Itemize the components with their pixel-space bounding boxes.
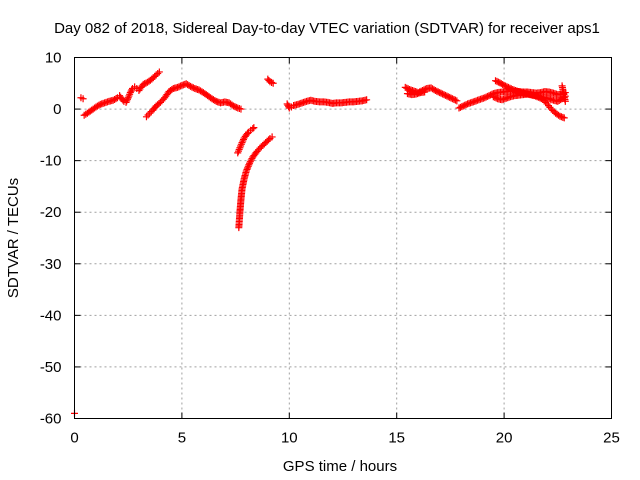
data-point — [126, 90, 134, 98]
series-s1 — [77, 94, 87, 103]
y-tick-label: -20 — [40, 204, 62, 221]
data-point — [144, 111, 152, 119]
data-point — [123, 97, 131, 105]
data-point — [244, 164, 252, 172]
y-tick-label: 10 — [45, 50, 62, 67]
data-point — [234, 149, 242, 157]
data-point — [238, 139, 246, 147]
series-s4 — [235, 133, 276, 232]
y-axis-label: SDTVAR / TECUs — [5, 178, 22, 298]
data-point — [265, 136, 273, 144]
x-tick-label: 5 — [178, 430, 186, 447]
data-point — [245, 161, 253, 169]
series-s10 — [455, 87, 569, 112]
x-tick-label: 20 — [496, 430, 513, 447]
data-point — [244, 162, 252, 170]
data-point — [152, 71, 160, 79]
series-s9 — [403, 88, 429, 99]
data-point — [451, 96, 459, 104]
data-point — [246, 158, 254, 166]
data-point — [79, 95, 87, 103]
data-point — [124, 94, 132, 102]
plot-frame — [74, 57, 612, 419]
y-tick-label: -30 — [40, 256, 62, 273]
data-point — [560, 114, 568, 122]
y-tick-label: 0 — [53, 101, 61, 118]
data-point — [125, 92, 133, 100]
data-point — [243, 130, 251, 138]
data-point — [363, 96, 371, 104]
data-points — [71, 68, 569, 417]
y-tick-label: -40 — [40, 307, 62, 324]
series-s7 — [283, 96, 371, 112]
data-point — [421, 88, 429, 96]
data-point — [239, 137, 247, 145]
x-tick-label: 0 — [70, 430, 78, 447]
series-s2 — [80, 68, 163, 119]
chart-title: Day 082 of 2018, Sidereal Day-to-day VTE… — [54, 20, 600, 37]
y-tick-label: -10 — [40, 153, 62, 170]
series-s3 — [142, 80, 245, 121]
data-point — [232, 103, 240, 111]
data-point — [142, 113, 150, 121]
data-point — [155, 68, 163, 76]
x-axis-label: GPS time / hours — [283, 458, 397, 475]
data-point — [250, 124, 258, 132]
data-point — [269, 79, 277, 87]
x-tick-label: 10 — [281, 430, 298, 447]
data-point — [453, 97, 461, 105]
data-point — [237, 142, 245, 150]
data-point — [247, 156, 255, 164]
data-point — [154, 69, 162, 77]
x-tick-label: 25 — [603, 430, 620, 447]
data-point — [236, 144, 244, 152]
axis-ticks: 0 5 10 15 20 25 -60 -50 -40 -30 -20 -10 0 10 — [40, 50, 620, 447]
data-point — [242, 167, 250, 175]
grid-lines — [74, 57, 612, 419]
data-point — [235, 145, 243, 153]
data-point — [237, 105, 245, 113]
data-point — [146, 109, 154, 117]
series-s12 — [489, 90, 569, 105]
data-point — [243, 165, 251, 173]
data-point — [266, 78, 274, 86]
x-tick-label: 15 — [388, 430, 405, 447]
data-point — [268, 133, 276, 141]
data-point — [268, 79, 276, 87]
y-tick-label: -60 — [40, 411, 62, 428]
y-tick-label: -50 — [40, 359, 62, 376]
data-point — [237, 140, 245, 148]
data-point — [234, 147, 242, 155]
data-point — [246, 159, 254, 167]
data-point — [123, 95, 131, 103]
series-s6 — [264, 75, 277, 87]
data-point — [249, 125, 257, 133]
series-s13 — [558, 82, 569, 105]
series-s5 — [234, 124, 258, 157]
data-point — [561, 97, 569, 105]
data-point — [122, 98, 130, 106]
